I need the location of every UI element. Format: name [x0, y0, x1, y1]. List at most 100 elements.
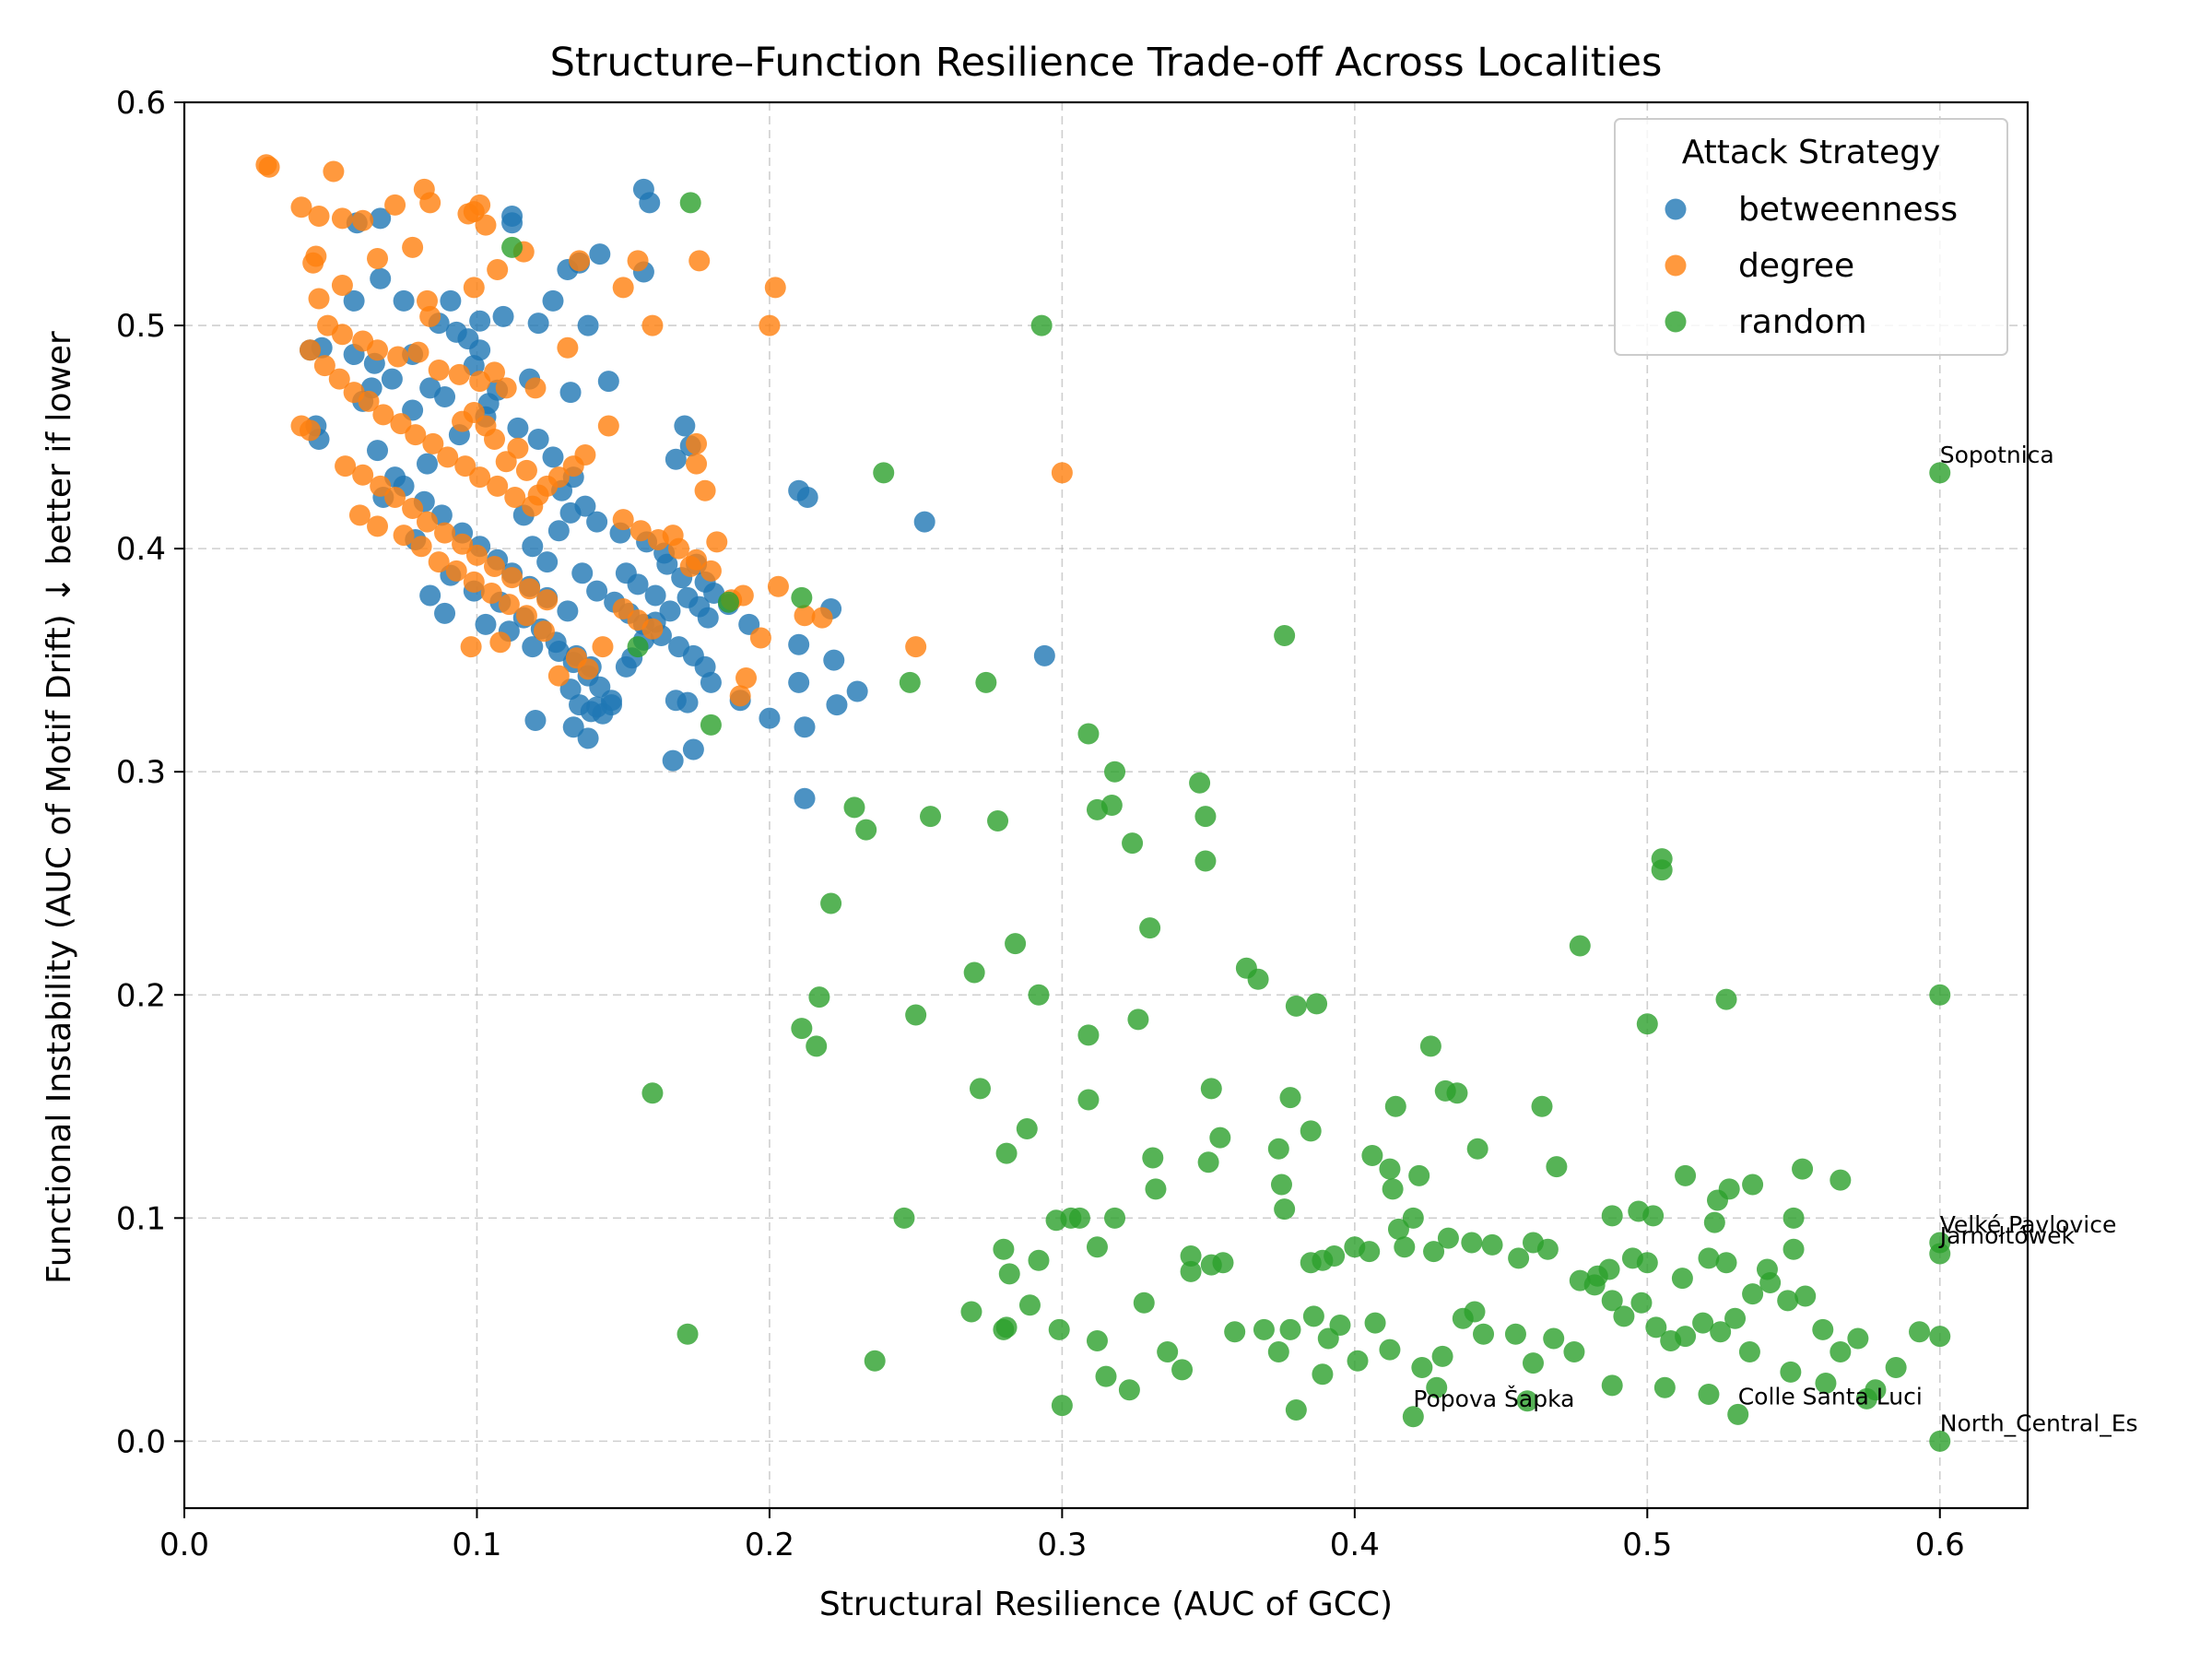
- betweenness-point: [759, 707, 781, 729]
- degree-point: [457, 203, 479, 225]
- degree-point: [811, 607, 833, 629]
- degree-point: [367, 247, 389, 269]
- degree-point: [735, 667, 758, 690]
- degree-point: [405, 424, 427, 446]
- betweenness-point: [586, 511, 608, 533]
- random-point: [1171, 1359, 1194, 1381]
- betweenness-point: [674, 415, 696, 437]
- random-point: [1274, 625, 1296, 647]
- random-point: [1466, 1138, 1488, 1160]
- random-point: [1197, 1151, 1219, 1174]
- legend-marker-betweenness: [1665, 198, 1687, 220]
- degree-point: [759, 314, 781, 336]
- random-point: [1387, 1218, 1409, 1240]
- betweenness-point: [700, 671, 722, 693]
- random-point: [1698, 1247, 1720, 1269]
- random-point: [1133, 1291, 1155, 1314]
- degree-point: [367, 515, 389, 537]
- betweenness-point: [577, 314, 599, 336]
- betweenness-point: [639, 192, 661, 214]
- degree-point: [419, 192, 441, 214]
- degree-point: [463, 571, 485, 593]
- random-point: [1364, 1312, 1386, 1334]
- random-point: [893, 1207, 915, 1229]
- random-point: [1636, 1252, 1658, 1274]
- degree-point: [390, 413, 412, 435]
- random-point: [1267, 1138, 1289, 1160]
- degree-point: [489, 631, 512, 654]
- degree-point: [410, 536, 432, 558]
- betweenness-point: [434, 602, 456, 624]
- degree-point: [328, 368, 350, 390]
- degree-point: [706, 531, 728, 553]
- betweenness-point: [562, 716, 584, 738]
- random-point: [1329, 1315, 1351, 1337]
- legend-title: Attack Strategy: [1682, 134, 1941, 171]
- random-point: [1118, 1379, 1140, 1401]
- random-point: [1531, 1095, 1553, 1117]
- random-point: [1929, 462, 1951, 484]
- annotation-label: Popova Šapka: [1413, 1385, 1574, 1412]
- series-degree: [255, 154, 1073, 707]
- random-point: [1028, 1249, 1050, 1271]
- annotation-label: North_Central_Es: [1940, 1409, 2138, 1436]
- random-point: [1636, 1013, 1658, 1035]
- betweenness-point: [586, 580, 608, 602]
- betweenness-point: [536, 551, 559, 573]
- random-point: [791, 586, 813, 608]
- betweenness-point: [475, 613, 497, 635]
- random-point: [1929, 1430, 1951, 1452]
- random-point: [1546, 1156, 1568, 1178]
- random-point: [1180, 1244, 1202, 1267]
- betweenness-point: [913, 511, 935, 533]
- random-point: [1209, 1126, 1231, 1149]
- degree-point: [515, 605, 537, 627]
- random-point: [1095, 1365, 1117, 1387]
- random-point: [1104, 761, 1126, 783]
- degree-point: [452, 533, 474, 555]
- random-point: [1379, 1339, 1401, 1361]
- betweenness-point: [577, 727, 599, 749]
- random-point: [1780, 1361, 1802, 1383]
- betweenness-point: [600, 694, 622, 716]
- random-point: [1598, 1258, 1620, 1280]
- degree-point: [612, 509, 634, 531]
- random-point: [1194, 806, 1217, 828]
- random-point: [1224, 1321, 1246, 1343]
- random-point: [1885, 1357, 1907, 1378]
- betweenness-point: [796, 486, 818, 508]
- betweenness-point: [846, 680, 868, 702]
- random-point: [920, 806, 942, 828]
- random-point: [1706, 1189, 1728, 1211]
- random-point: [993, 1318, 1015, 1340]
- degree-point: [749, 627, 771, 649]
- degree-point: [428, 551, 450, 573]
- random-point: [1613, 1305, 1635, 1327]
- degree-point: [402, 498, 424, 520]
- betweenness-point: [665, 448, 687, 470]
- degree-point: [308, 205, 330, 227]
- random-point: [1274, 1198, 1296, 1221]
- betweenness-point: [370, 207, 392, 230]
- betweenness-point: [788, 633, 810, 655]
- degree-point: [419, 305, 441, 327]
- random-point: [1830, 1341, 1852, 1363]
- legend: Attack Strategy betweenness degree random: [1614, 118, 2008, 356]
- betweenness-point: [507, 417, 529, 439]
- random-point: [1727, 1403, 1749, 1425]
- betweenness-point: [559, 382, 582, 404]
- degree-point: [335, 455, 357, 478]
- random-point: [1139, 917, 1161, 939]
- random-point: [1382, 1178, 1404, 1200]
- degree-point: [562, 455, 584, 478]
- random-point: [1100, 795, 1123, 816]
- random-point: [1145, 1178, 1167, 1200]
- degree-point: [372, 404, 394, 426]
- y-tick-label: 0.1: [116, 1200, 166, 1237]
- random-point: [1630, 1291, 1653, 1314]
- random-point: [1543, 1327, 1565, 1350]
- random-point: [1016, 1117, 1038, 1139]
- degree-point: [484, 361, 506, 383]
- random-point: [1431, 1345, 1453, 1367]
